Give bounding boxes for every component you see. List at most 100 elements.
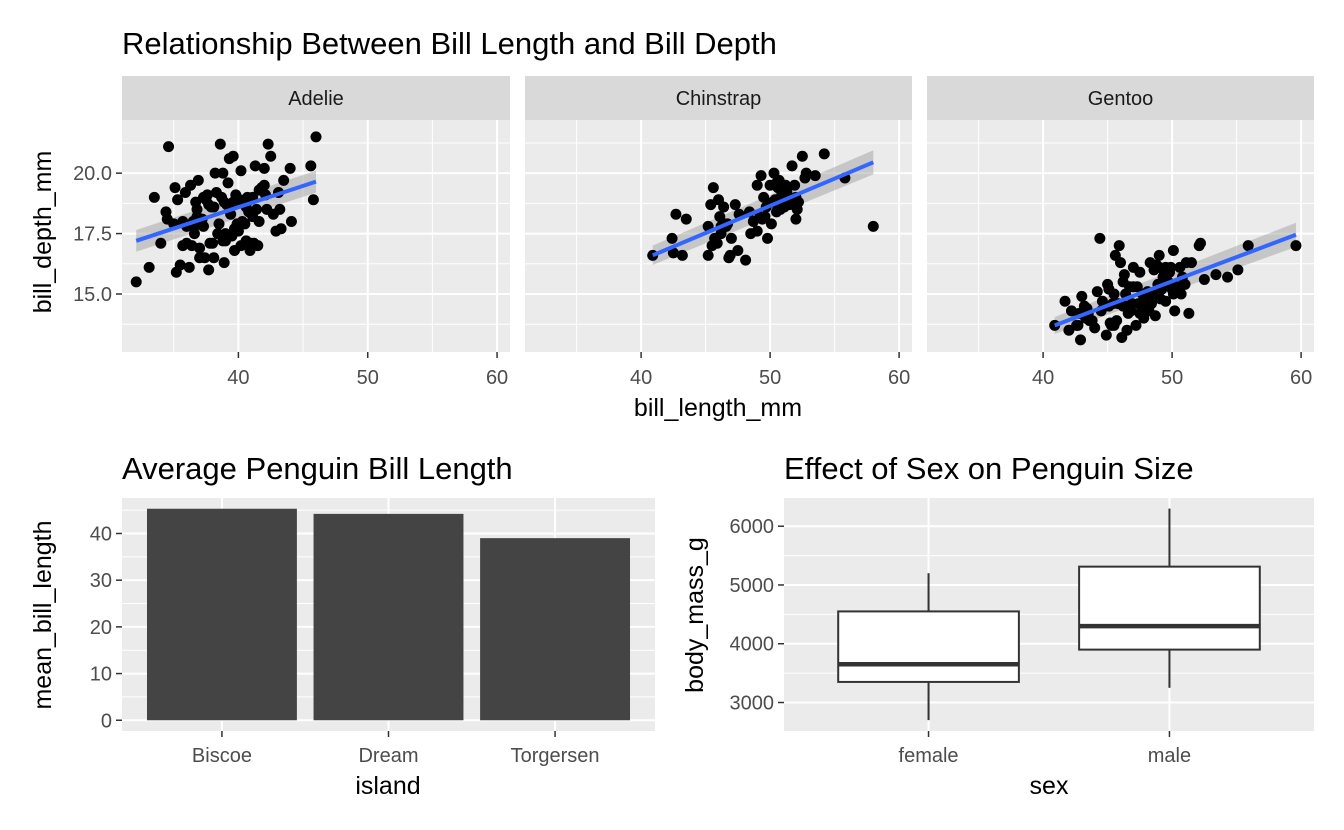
data-point: [771, 177, 783, 189]
data-point: [148, 191, 160, 203]
data-point: [1072, 319, 1084, 331]
data-point: [183, 261, 195, 273]
bar: [313, 513, 464, 721]
data-point: [130, 276, 142, 288]
data-point: [212, 228, 224, 240]
data-point: [200, 194, 212, 206]
box-title: Effect of Sex on Penguin Size: [784, 451, 1194, 486]
data-point: [251, 203, 263, 215]
data-point: [278, 174, 290, 186]
x-tick-label: 50: [357, 367, 379, 389]
data-point: [222, 177, 234, 189]
data-point: [729, 199, 741, 211]
data-point: [244, 242, 256, 254]
scatter-title: Relationship Between Bill Length and Bil…: [122, 26, 777, 61]
y-tick-label: 4000: [730, 634, 775, 656]
x-tick-label: 60: [888, 367, 910, 389]
data-point: [778, 201, 790, 213]
data-point: [284, 162, 296, 174]
scatter-chart: Relationship Between Bill Length and Bil…: [29, 26, 1314, 422]
data-point: [218, 257, 230, 269]
bar-x-axis-title: island: [355, 772, 420, 800]
facet-strip-label: Gentoo: [1088, 88, 1154, 110]
data-point: [1290, 240, 1302, 252]
data-point: [194, 242, 206, 254]
data-point: [666, 232, 678, 244]
fit-line: [135, 179, 317, 243]
data-point: [1100, 329, 1112, 341]
data-point: [1210, 269, 1222, 281]
y-tick-label: 40: [90, 523, 112, 545]
data-point: [235, 165, 247, 177]
data-point: [747, 216, 759, 227]
data-point: [253, 216, 265, 227]
data-point: [1096, 295, 1108, 307]
data-point: [227, 150, 239, 162]
data-point: [796, 150, 808, 162]
data-point: [265, 150, 277, 162]
data-point: [1089, 322, 1101, 334]
bar: [480, 538, 631, 721]
data-point: [809, 170, 821, 182]
data-point: [1242, 240, 1254, 252]
data-point: [718, 201, 730, 213]
data-point: [725, 232, 737, 244]
x-tick-label: 40: [630, 367, 652, 389]
data-point: [197, 220, 209, 232]
data-point: [208, 201, 220, 213]
data-point: [702, 249, 714, 261]
y-tick-label: 15.0: [73, 284, 112, 306]
data-point: [275, 223, 287, 235]
data-point: [285, 216, 297, 227]
x-tick-label: male: [1148, 745, 1191, 767]
data-point: [1185, 257, 1197, 269]
y-tick-label: 6000: [730, 516, 775, 538]
data-point: [789, 179, 801, 191]
data-point: [740, 254, 752, 266]
panel-background: [927, 120, 1314, 352]
data-point: [1232, 264, 1244, 276]
data-point: [751, 225, 763, 237]
x-tick-label: 50: [759, 367, 781, 389]
data-point: [169, 182, 181, 194]
box-panel: female male 3000 4000 5000 6000: [730, 498, 1314, 767]
data-point: [790, 213, 802, 225]
data-point: [203, 264, 215, 276]
data-point: [765, 218, 777, 230]
data-point: [707, 182, 719, 194]
data-point: [800, 167, 812, 179]
facet-strip: [927, 76, 1314, 120]
data-point: [1059, 295, 1071, 307]
x-tick-label: Dream: [358, 745, 418, 767]
data-point: [1091, 286, 1103, 298]
data-point: [791, 203, 803, 215]
bar-title: Average Penguin Bill Length: [122, 451, 513, 486]
data-point: [213, 218, 225, 230]
data-point: [1103, 283, 1115, 295]
scatter-y-axis-title: bill_depth_mm: [29, 151, 57, 314]
y-tick-label: 5000: [730, 575, 775, 597]
data-point: [143, 261, 155, 273]
data-point: [1113, 240, 1125, 252]
data-point: [758, 191, 770, 203]
data-point: [786, 160, 798, 172]
data-point: [170, 266, 182, 278]
box: [1078, 565, 1261, 651]
data-point: [258, 162, 270, 174]
data-point: [1175, 288, 1187, 300]
data-point: [1076, 290, 1088, 302]
data-point: [163, 141, 175, 153]
data-point: [219, 235, 231, 247]
data-point: [310, 131, 322, 143]
data-point: [231, 218, 243, 230]
data-point: [1121, 324, 1133, 336]
data-point: [1134, 266, 1146, 278]
x-tick-label: 60: [1290, 367, 1312, 389]
y-tick-label: 20.0: [73, 163, 112, 185]
data-point: [1144, 257, 1156, 269]
y-tick-label: 10: [90, 664, 112, 686]
data-point: [208, 252, 220, 264]
data-point: [194, 252, 206, 264]
facet-strip: [122, 76, 510, 120]
panel-background: [122, 120, 510, 352]
